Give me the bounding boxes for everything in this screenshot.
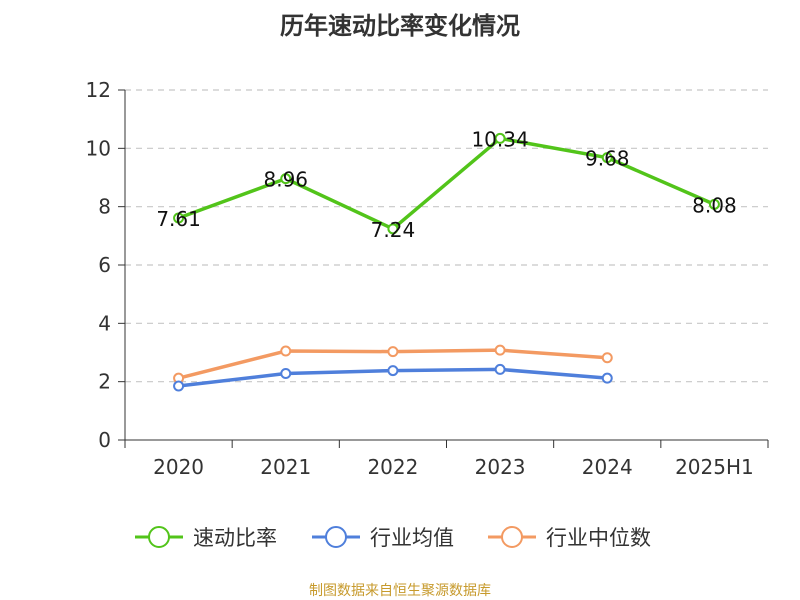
data-point — [708, 198, 720, 210]
y-tick-label: 8 — [98, 195, 111, 219]
data-point — [387, 223, 399, 235]
series-lines — [173, 132, 720, 392]
data-point — [387, 346, 399, 358]
chart-title: 历年速动比率变化情况 — [280, 12, 520, 40]
data-point — [173, 380, 185, 392]
legend-label: 速动比率 — [193, 526, 277, 550]
legend-item[interactable]: 速动比率 — [135, 526, 277, 550]
data-label: 8.08 — [692, 193, 737, 217]
x-tick-label: 2020 — [153, 455, 204, 479]
data-label: 8.96 — [263, 168, 308, 192]
x-tick-label: 2025H1 — [675, 455, 754, 479]
x-tick-label: 2021 — [260, 455, 311, 479]
gridlines — [125, 89, 768, 383]
data-point — [280, 368, 292, 379]
legend-marker — [325, 526, 347, 548]
series-line-0 — [177, 136, 716, 231]
data-label: 7.61 — [156, 207, 201, 231]
legend-item[interactable]: 行业中位数 — [488, 526, 651, 550]
data-point — [173, 212, 185, 224]
data-point — [601, 372, 613, 384]
y-tick-label: 10 — [86, 136, 111, 160]
data-point — [494, 363, 506, 375]
legend-marker — [501, 526, 523, 548]
y-tick-label: 12 — [86, 78, 111, 102]
data-point — [601, 152, 613, 164]
data-point — [280, 345, 292, 357]
data-point — [601, 352, 613, 364]
source-note: 制图数据来自恒生聚源数据库 — [309, 583, 491, 599]
data-label: 10.34 — [471, 127, 528, 151]
x-tick-label: 2023 — [475, 455, 526, 479]
legend-item[interactable]: 行业均值 — [312, 526, 454, 550]
data-labels: 7.61 8.96 7.24 10.34 9.68 8.08 — [156, 127, 736, 241]
data-point — [494, 344, 506, 356]
y-tick-label: 6 — [98, 253, 111, 277]
data-label: 9.68 — [585, 147, 630, 171]
x-tick-label: 2022 — [367, 455, 418, 479]
y-tick-label: 4 — [98, 311, 111, 335]
data-point — [494, 132, 506, 144]
data-label: 7.24 — [371, 218, 416, 242]
legend-label: 行业中位数 — [546, 526, 651, 550]
legend[interactable]: 速动比率 行业均值 行业中位数 — [135, 526, 651, 550]
legend-label: 行业均值 — [370, 526, 454, 550]
data-point — [387, 365, 399, 377]
axes: 0 2 4 6 8 10 12 2020 2021 2022 2023 2024 2025H1 — [86, 78, 769, 479]
x-tick-label: 2024 — [582, 455, 633, 479]
y-tick-label: 0 — [98, 428, 111, 452]
legend-marker — [148, 526, 170, 548]
data-point — [280, 173, 292, 185]
y-tick-label: 2 — [98, 370, 111, 394]
